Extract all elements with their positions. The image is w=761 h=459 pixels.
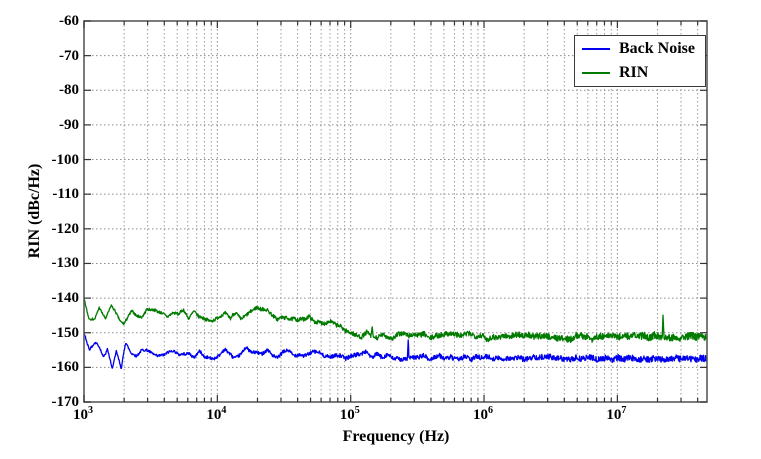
y-tick-label: -160 (51, 359, 80, 376)
legend-line-sample (582, 72, 610, 74)
legend-item-rin: RIN (575, 62, 705, 84)
legend: Back Noise RIN (574, 35, 706, 87)
y-tick-label: -120 (51, 220, 80, 237)
y-tick-label: -140 (51, 290, 80, 307)
y-tick-label: -110 (52, 186, 79, 203)
x-tick-label: 105 (339, 405, 360, 424)
y-tick-label: -90 (59, 116, 79, 133)
y-tick-label: -60 (59, 13, 79, 29)
legend-item-back-noise: Back Noise (575, 38, 705, 60)
axes-box (83, 20, 708, 403)
y-tick-label: -150 (51, 324, 80, 341)
x-tick-label: 104 (206, 405, 227, 424)
series-line-back-noise (84, 333, 707, 370)
series-line-rin (84, 298, 707, 343)
x-tick-label: 107 (606, 405, 627, 424)
legend-line-sample (582, 48, 610, 50)
x-axis-label: Frequency (Hz) (342, 428, 450, 445)
y-tick-label: -100 (51, 151, 80, 168)
x-tick-label: 103 (73, 405, 93, 424)
y-tick-label: -130 (51, 255, 80, 272)
y-tick-label: -70 (59, 47, 79, 64)
legend-label: RIN (619, 64, 649, 81)
y-tick-label: -80 (59, 82, 79, 99)
x-tick-label: 106 (473, 405, 494, 424)
legend-label: Back Noise (619, 40, 695, 57)
y-tick-label: -170 (51, 394, 80, 410)
